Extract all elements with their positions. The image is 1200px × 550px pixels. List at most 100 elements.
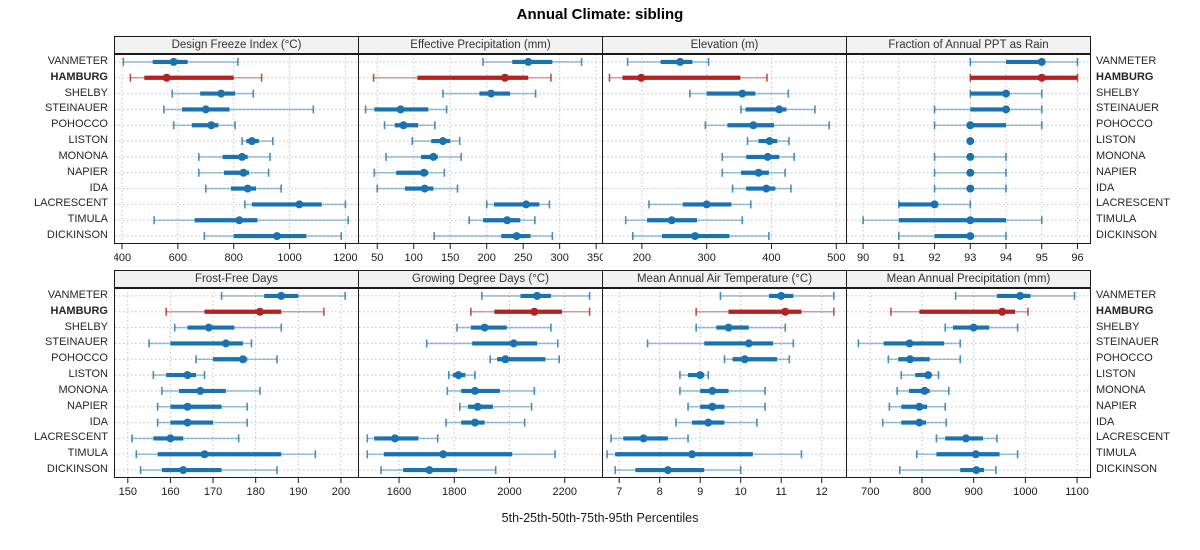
axis-tick-label: 1800	[442, 486, 466, 498]
station-label-vanmeter: VANMETER	[1096, 288, 1157, 301]
station-label-liston: LISTON	[1096, 368, 1136, 381]
percentile-row-lacrescent	[366, 434, 439, 443]
percentile-row-timula	[366, 450, 556, 459]
percentile-row-napier	[156, 402, 248, 411]
axis-tick-label: 2000	[497, 486, 521, 498]
percentile-row-timula	[468, 216, 536, 225]
panel-growing-degree-days: Growing Degree Days (°C) 1600 1800 2000 220…	[358, 270, 603, 500]
percentile-row-monona	[197, 152, 271, 161]
station-label-timula: TIMULA	[67, 213, 108, 226]
percentile-row-lacrescent	[935, 434, 998, 443]
panel-title: Effective Precipitation (mm)	[358, 36, 603, 54]
panel-plot: 1600 1800 2000 2200	[358, 288, 603, 498]
panel-title: Mean Annual Precipitation (mm)	[846, 270, 1091, 288]
percentile-row-lacrescent	[131, 434, 240, 443]
axis-tick-label: 1000	[277, 252, 301, 264]
station-label-dickinson: DICKINSON	[1096, 229, 1158, 242]
percentile-row-hamburg	[608, 73, 768, 82]
percentile-row-liston	[152, 371, 206, 380]
percentile-row-vanmeter	[481, 291, 591, 300]
axis-tick-label: 1600	[387, 486, 411, 498]
percentile-row-steinauer	[163, 105, 315, 114]
panel-plot: 90 91 92 93 94 95 96	[846, 54, 1091, 264]
station-label-liston: LISTON	[68, 368, 108, 381]
percentile-row-lacrescent	[648, 200, 752, 209]
station-label-shelby: SHELBY	[64, 86, 108, 99]
percentile-row-dickinson	[632, 232, 770, 241]
percentile-row-vanmeter	[122, 57, 239, 66]
percentile-row-shelby	[173, 323, 283, 332]
panel-title: Design Freeze Index (°C)	[114, 36, 359, 54]
axis-tick-label: 200	[332, 486, 350, 498]
station-label-napier: NAPIER	[1096, 165, 1137, 178]
panel-title: Fraction of Annual PPT as Rain	[846, 36, 1091, 54]
percentile-row-ida	[376, 184, 459, 193]
percentile-row-timula	[153, 216, 350, 225]
axis-tick-label: 94	[1000, 252, 1012, 264]
percentile-row-vanmeter	[969, 57, 1079, 66]
percentile-row-pohocco	[723, 355, 791, 364]
panel-effective-precipitation: Effective Precipitation (mm) 50 100 150 200…	[358, 36, 603, 266]
percentile-row-pohocco	[887, 355, 962, 364]
percentile-row-timula	[135, 450, 317, 459]
percentile-row-monona	[933, 152, 1007, 161]
figure-title: Annual Climate: sibling	[516, 6, 684, 23]
axis-tick-label: 700	[861, 486, 879, 498]
percentile-row-liston	[411, 137, 461, 146]
axis-tick-label: 400	[762, 252, 780, 264]
percentile-row-shelby	[969, 89, 1043, 98]
axis-tick-label: 2200	[552, 486, 576, 498]
axis-tick-label: 90	[857, 252, 869, 264]
percentile-row-vanmeter	[626, 57, 710, 66]
panel-plot: 50 100 150 200 250 300 350	[358, 54, 603, 264]
percentile-row-liston	[679, 371, 710, 380]
percentile-row-napier	[933, 168, 1007, 177]
percentile-row-steinauer	[933, 105, 1043, 114]
station-label-shelby: SHELBY	[1096, 320, 1140, 333]
percentile-row-napier	[197, 168, 270, 177]
station-label-lacrescent: LACRESCENT	[1096, 431, 1170, 444]
station-label-monona: MONONA	[58, 383, 109, 396]
percentile-row-liston	[966, 137, 975, 146]
station-label-steinauer: STEINAUER	[45, 102, 108, 115]
station-label-napier: NAPIER	[67, 399, 108, 412]
axis-tick-label: 200	[478, 252, 496, 264]
axis-tick-label: 11	[775, 486, 786, 498]
percentile-row-shelby	[171, 89, 255, 98]
station-label-monona: MONONA	[1096, 149, 1146, 162]
percentile-row-ida	[156, 418, 248, 427]
station-label-lacrescent: LACRESCENT	[1096, 197, 1170, 210]
percentile-row-pohocco	[933, 121, 1043, 130]
axis-tick-label: 160	[161, 486, 179, 498]
axis-tick-label: 180	[247, 486, 265, 498]
axis-tick-label: 900	[964, 486, 982, 498]
station-label-dickinson: DICKINSON	[46, 229, 108, 242]
panel-plot: 400 600 800 1000 1200	[114, 54, 359, 264]
axis-tick-label: 150	[119, 486, 137, 498]
percentile-row-monona	[721, 152, 795, 161]
station-label-hamburg: HAMBURG	[50, 304, 108, 317]
percentile-row-timula	[624, 216, 744, 225]
percentile-row-napier	[888, 402, 947, 411]
percentile-row-dickinson	[203, 232, 343, 241]
axis-tick-label: 150	[441, 252, 459, 264]
percentile-row-vanmeter	[482, 57, 583, 66]
axis-tick-label: 50	[371, 252, 383, 264]
percentile-row-napier	[687, 402, 766, 411]
panel-title: Growing Degree Days (°C)	[358, 270, 603, 288]
percentiles-caption: 5th-25th-50th-75th-95th Percentiles	[501, 511, 699, 525]
percentile-row-ida	[731, 184, 792, 193]
axis-tick-label: 400	[114, 252, 131, 264]
percentile-row-hamburg	[372, 73, 552, 82]
percentile-row-hamburg	[695, 307, 835, 316]
station-label-ida: IDA	[89, 415, 108, 428]
station-label-pohocco: POHOCCO	[1096, 118, 1153, 131]
axis-tick-label: 250	[514, 252, 532, 264]
station-label-monona: MONONA	[58, 149, 109, 162]
station-label-timula: TIMULA	[1096, 447, 1137, 460]
percentile-row-lacrescent	[898, 200, 972, 209]
station-label-ida: IDA	[1096, 181, 1115, 194]
percentile-row-steinauer	[148, 339, 253, 348]
percentile-row-timula	[606, 450, 803, 459]
